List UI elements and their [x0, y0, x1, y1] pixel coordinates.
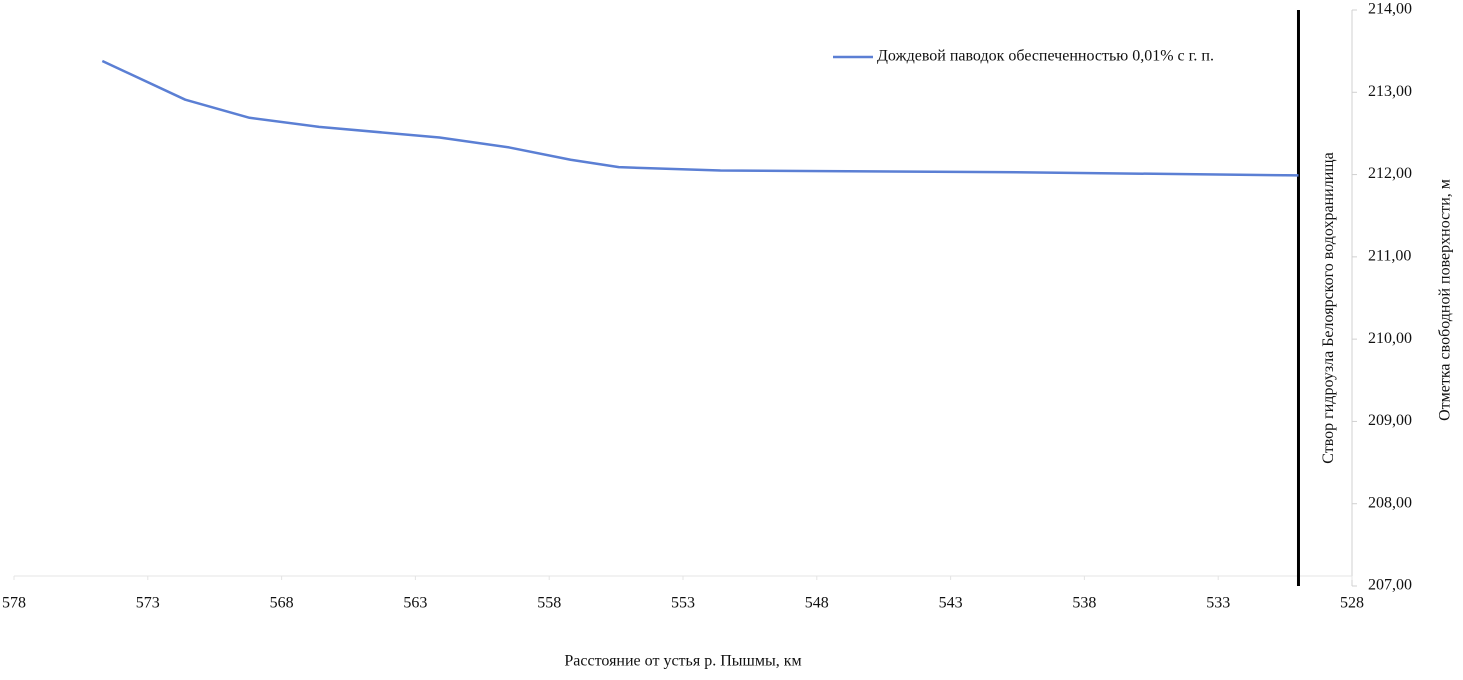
x-tick-label: 528 [1340, 595, 1364, 612]
x-tick-label: 538 [1072, 595, 1096, 612]
x-tick-label: 578 [2, 595, 26, 612]
y-tick-label: 212,00 [1368, 165, 1412, 182]
y-tick-label: 210,00 [1368, 330, 1412, 347]
x-axis-label: Расстояние от устья р. Пышмы, км [564, 653, 801, 670]
x-tick-label: 553 [671, 595, 695, 612]
x-tick-label: 568 [270, 595, 294, 612]
y-tick-label: 213,00 [1368, 83, 1412, 100]
x-tick-label: 558 [537, 595, 561, 612]
y-tick-label: 211,00 [1368, 248, 1411, 265]
dam-label: Створ гидроузла Белоярского водохранилищ… [1320, 152, 1337, 463]
x-tick-label: 563 [403, 595, 427, 612]
y-tick-label: 208,00 [1368, 494, 1412, 511]
legend-label: Дождевой паводок обеспеченностью 0,01% с… [877, 48, 1214, 65]
y-tick-label: 207,00 [1368, 577, 1412, 594]
y-tick-label: 214,00 [1368, 1, 1412, 18]
x-tick-label: 548 [805, 595, 829, 612]
x-tick-label: 573 [136, 595, 160, 612]
series-line [101, 59, 1299, 177]
x-tick-label: 533 [1206, 595, 1230, 612]
x-tick-label: 543 [939, 595, 963, 612]
y-axis-label: Отметка свободной поверхности, м [1437, 179, 1454, 421]
y-tick-label: 209,00 [1368, 412, 1412, 429]
